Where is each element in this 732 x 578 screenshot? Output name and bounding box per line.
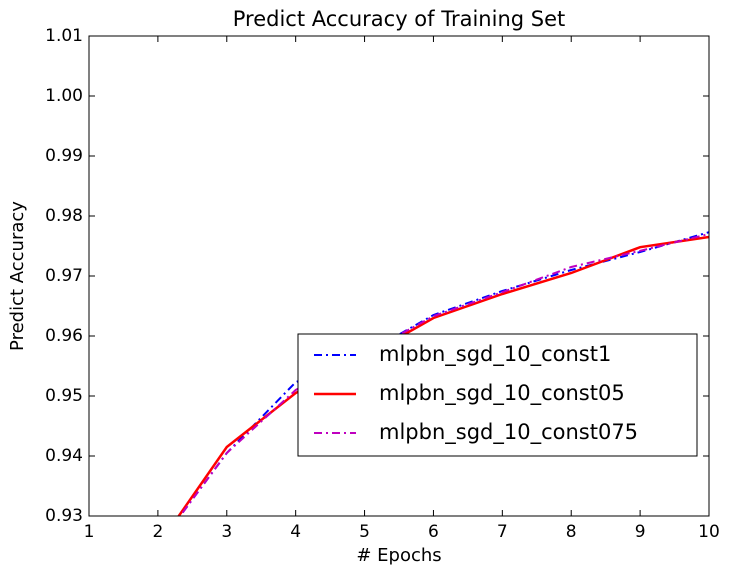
y-tick-label: 0.94 — [45, 446, 83, 466]
y-tick-label: 0.95 — [45, 386, 83, 406]
y-tick-label: 0.93 — [45, 506, 83, 526]
y-tick-label: 1.01 — [45, 26, 83, 46]
x-tick-label: 1 — [84, 522, 95, 542]
x-tick-label: 10 — [698, 522, 720, 542]
x-tick-label: 8 — [566, 522, 577, 542]
x-tick-label: 6 — [428, 522, 439, 542]
legend-label: mlpbn_sgd_10_const075 — [379, 420, 638, 445]
legend-label: mlpbn_sgd_10_const05 — [379, 381, 625, 406]
y-tick-label: 0.96 — [45, 326, 83, 346]
x-tick-label: 7 — [497, 522, 508, 542]
y-tick-label: 0.99 — [45, 146, 83, 166]
x-tick-label: 3 — [221, 522, 232, 542]
legend-label: mlpbn_sgd_10_const1 — [379, 342, 611, 367]
legend-box — [297, 333, 698, 457]
x-axis-label: # Epochs — [356, 545, 441, 566]
chart-title: Predict Accuracy of Training Set — [233, 7, 566, 31]
x-tick-label: 2 — [152, 522, 163, 542]
x-tick-label: 4 — [290, 522, 301, 542]
y-tick-label: 0.97 — [45, 266, 83, 286]
x-tick-label: 5 — [359, 522, 370, 542]
y-tick-label: 1.00 — [45, 86, 83, 106]
y-axis-label: Predict Accuracy — [7, 201, 28, 351]
y-tick-label: 0.98 — [45, 206, 83, 226]
plot-frame — [88, 35, 710, 517]
line-series — [178, 233, 709, 516]
x-tick-label: 9 — [635, 522, 646, 542]
